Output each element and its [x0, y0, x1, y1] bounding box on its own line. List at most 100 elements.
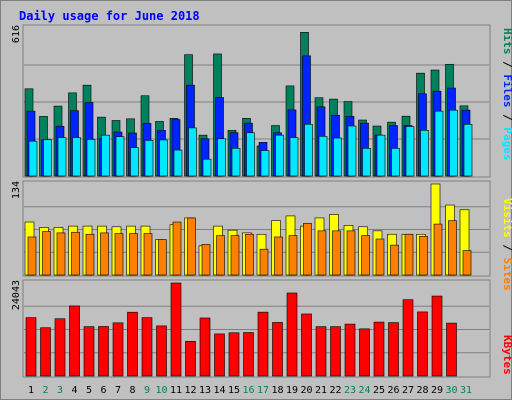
day-label: 14 [213, 385, 225, 396]
day-label: 20 [300, 385, 312, 396]
bar-pages [434, 110, 444, 177]
bar-kbytes [359, 328, 370, 377]
bar-pages [173, 149, 183, 177]
bar-kbytes [54, 318, 66, 377]
day-label: 4 [71, 385, 77, 396]
day-labels: 1 2 3 4 5 6 7 8 9 10 11 12 13 14 15 16 17 18 19 20 21 22 23 24 2… [28, 385, 472, 396]
day-label: 11 [170, 385, 182, 396]
day-label: 29 [431, 385, 443, 396]
day-label: 1 [28, 385, 34, 396]
bar-kbytes [272, 322, 283, 377]
chart-title: Daily usage for June 2018 [19, 9, 200, 23]
bar-kbytes [388, 322, 399, 377]
bar-pages [231, 148, 241, 177]
bar-pages [130, 147, 139, 177]
bar-kbytes [344, 323, 356, 377]
bar-sites [158, 239, 167, 276]
day-label: 16 [242, 385, 254, 396]
day-label: 31 [460, 385, 472, 396]
bar-pages [43, 139, 52, 177]
legend-separator: / [501, 55, 512, 75]
bar-kbytes [170, 282, 182, 377]
day-label: 10 [155, 385, 167, 396]
day-label: 12 [184, 385, 196, 396]
bar-sites [332, 230, 341, 276]
bar-pages [144, 140, 154, 177]
bar-sites [143, 233, 153, 276]
bar-pages [275, 134, 284, 177]
bar-pages [449, 109, 458, 177]
day-label: 19 [286, 385, 298, 396]
day-label: 8 [129, 385, 135, 396]
bar-sites [317, 230, 327, 276]
bar-pages [159, 139, 168, 177]
legend-hits: Hits [501, 28, 512, 55]
bar-sites [172, 221, 182, 276]
bar-kbytes [199, 317, 211, 377]
bar-pages [202, 158, 212, 177]
day-label: 17 [257, 385, 269, 396]
day-label: 24 [358, 385, 370, 396]
day-label: 7 [115, 385, 121, 396]
bar-sites [433, 223, 443, 276]
bar-kbytes [228, 332, 240, 377]
bar-sites [404, 233, 414, 276]
bar-pages [28, 140, 38, 177]
bar-kbytes [417, 311, 428, 377]
day-label: 5 [86, 385, 92, 396]
day-label: 18 [271, 385, 283, 396]
bar-kbytes [214, 333, 225, 377]
legend-separator: / [501, 108, 512, 128]
bar-pages [376, 134, 386, 177]
hits-ymax-label: 616 [11, 25, 22, 43]
bar-pages [362, 148, 371, 177]
legend-files: Files [501, 74, 512, 107]
day-label: 23 [344, 385, 356, 396]
bar-kbytes [127, 311, 138, 377]
bar-sites [274, 236, 283, 276]
bar-kbytes [156, 325, 167, 377]
kbytes-ymax-label: 24043 [11, 280, 22, 310]
day-label: 15 [228, 385, 240, 396]
bar-sites [303, 223, 312, 276]
day-label: 2 [42, 385, 48, 396]
day-label: 28 [416, 385, 428, 396]
bar-kbytes [257, 311, 269, 377]
bar-kbytes [301, 313, 312, 377]
bar-pages [463, 124, 473, 177]
day-label: 3 [57, 385, 63, 396]
bar-pages [217, 138, 226, 177]
bar-sites [187, 217, 196, 276]
bar-kbytes [330, 326, 341, 377]
kbytes-legend: KBytes [501, 335, 512, 375]
bar-sites [462, 250, 472, 276]
legend-visits: Visits [501, 198, 512, 238]
legend-sites: Sites [501, 258, 512, 291]
bar-pages [57, 137, 67, 177]
bar-pages [318, 136, 328, 177]
bar-pages [86, 139, 96, 177]
bar-sites [129, 233, 138, 276]
bar-sites [42, 231, 51, 276]
bar-kbytes [98, 326, 109, 377]
bar-sites [390, 244, 399, 276]
bar-sites [216, 235, 225, 276]
bar-sites [361, 235, 370, 276]
day-label: 13 [199, 385, 211, 396]
day-label: 27 [402, 385, 414, 396]
bar-sites [448, 220, 457, 276]
bar-kbytes [40, 327, 51, 377]
bar-sites [288, 235, 298, 276]
bar-pages [260, 150, 270, 177]
chart-marks [24, 32, 489, 377]
bar-pages [420, 130, 429, 177]
bar-kbytes [185, 340, 196, 377]
bar-sites [85, 233, 95, 276]
bar-sites [56, 232, 66, 276]
bar-kbytes [373, 321, 385, 377]
bar-kbytes [83, 326, 95, 377]
bar-sites [245, 233, 254, 276]
bar-sites [27, 236, 37, 276]
bar-sites [375, 238, 385, 276]
